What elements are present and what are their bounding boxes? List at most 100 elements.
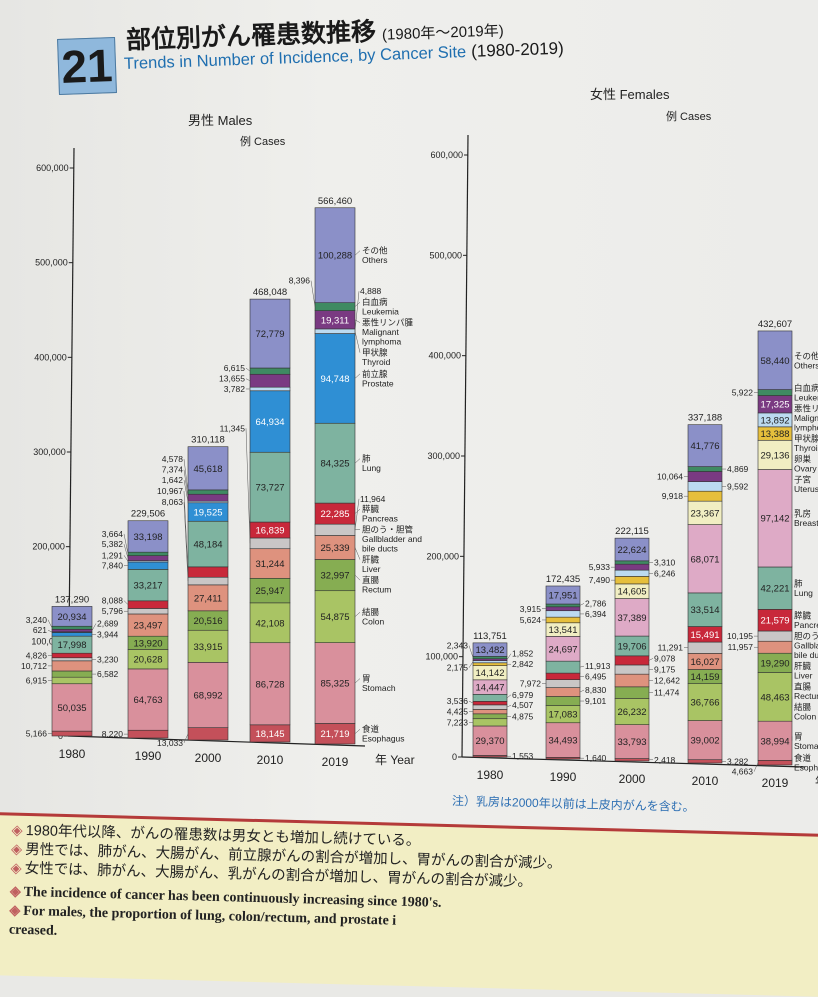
female-bar-segment-pancreas <box>546 673 580 680</box>
female-bar-segment-thyroid <box>615 570 649 576</box>
female-bar-segment-malignant-lymphoma <box>688 471 722 481</box>
male-bar-segment-thyroid <box>250 387 290 391</box>
female-legend-label: Esophagus <box>794 763 818 773</box>
male-legend-leader <box>355 679 360 684</box>
female-data-label: 2,175 <box>447 663 469 673</box>
male-total-label: 310,118 <box>191 435 225 446</box>
female-bar-segment-liver <box>615 674 649 687</box>
female-legend-label: bile ducts <box>794 650 818 660</box>
male-data-label: 7,374 <box>162 465 184 475</box>
data-label-leader <box>469 646 473 658</box>
female-data-label: 4,869 <box>727 464 749 474</box>
data-label-leader <box>48 630 52 632</box>
female-data-label: 7,223 <box>447 717 469 727</box>
female-data-label: 6,246 <box>654 568 676 578</box>
female-legend-label-jp: 肺 <box>794 579 803 589</box>
female-bar-segment-gallbladder-and-bile-ducts <box>473 705 507 710</box>
male-legend-label: Malignant <box>362 327 399 337</box>
male-bar-segment-leukemia <box>52 626 92 629</box>
female-bar-segment-esophagus <box>615 759 649 761</box>
data-label-leader <box>184 734 188 743</box>
female-legend-label: Ovary <box>794 464 817 474</box>
male-bar-segment-leukemia <box>188 490 228 494</box>
female-bar-segment-ovary <box>473 663 507 666</box>
male-legend-label: Gallbladder and <box>362 534 422 544</box>
female-data-label: 33,514 <box>690 605 719 616</box>
female-y-tick-label: 300,000 <box>427 451 460 461</box>
female-total-label: 432,607 <box>758 319 792 330</box>
female-legend-label: Others <box>794 360 818 370</box>
female-data-label: 34,493 <box>548 736 577 747</box>
female-y-tick-label: 400,000 <box>428 351 461 361</box>
female-legend-label-jp: 結腸 <box>794 702 812 712</box>
female-legend-label: Rectum <box>794 691 818 701</box>
male-data-label: 8,088 <box>102 596 124 606</box>
male-data-label: 85,325 <box>320 679 349 690</box>
male-data-label: 2,689 <box>97 619 119 629</box>
male-data-label: 6,915 <box>26 675 48 685</box>
male-x-tick-label: 2000 <box>195 751 222 765</box>
male-bar-segment-pancreas <box>52 653 92 658</box>
female-x-tick-label: 2019 <box>762 776 789 790</box>
male-legend-label-jp: 白血病 <box>362 297 388 307</box>
male-data-label: 10,712 <box>21 661 47 671</box>
female-total-label: 113,751 <box>473 631 507 642</box>
female-y-tick-label: 0 <box>452 752 457 762</box>
male-data-label: 45,618 <box>193 464 222 475</box>
male-data-label: 7,840 <box>102 561 124 571</box>
female-data-label: 16,027 <box>690 657 719 668</box>
female-bar-segment-malignant-lymphoma <box>546 607 580 611</box>
female-data-label: 17,083 <box>548 710 577 721</box>
male-data-label: 54,875 <box>320 612 349 623</box>
data-label-leader <box>580 666 584 667</box>
male-bar-segment-esophagus <box>52 731 92 736</box>
male-data-label: 42,108 <box>255 618 284 629</box>
female-bar-segment-thyroid <box>688 482 722 492</box>
data-label-leader <box>124 601 128 605</box>
female-bar-segment-gallbladder-and-bile-ducts <box>758 631 792 641</box>
female-legend-label: Colon <box>794 712 816 722</box>
male-legend-label: Esophagus <box>362 734 405 744</box>
female-legend-label: lymphoma <box>794 423 818 433</box>
male-data-label: 50,035 <box>57 703 86 714</box>
male-bar-segment-gallbladder-and-bile-ducts <box>128 608 168 613</box>
female-bar-segment-esophagus <box>758 760 792 765</box>
male-data-label: 4,578 <box>162 454 184 464</box>
female-bar-segment-leukemia <box>473 656 507 658</box>
female-data-label: 9,101 <box>585 696 607 706</box>
female-y-tick-label: 200,000 <box>426 551 459 561</box>
male-legend-label: bile ducts <box>362 544 398 554</box>
female-bar-segment-leukemia <box>546 604 580 607</box>
female-data-label: 11,957 <box>728 642 754 652</box>
male-bar-segment-pancreas <box>188 567 228 577</box>
male-data-label: 1,642 <box>162 475 184 485</box>
male-data-label: 6,615 <box>224 363 246 373</box>
male-legend-leader <box>355 575 360 580</box>
male-legend-leader <box>355 251 360 256</box>
female-data-label: 7,490 <box>589 575 611 585</box>
female-legend-label-jp: 悪性リンパ腫 <box>794 404 818 414</box>
male-bar-segment-leukemia <box>250 368 290 374</box>
male-legend-label: Lung <box>362 463 381 473</box>
male-data-label: 3,782 <box>224 384 246 394</box>
male-legend-leader <box>355 374 360 379</box>
data-label-leader <box>580 603 584 605</box>
male-data-label: 16,839 <box>255 526 284 537</box>
female-data-label: 9,175 <box>654 665 676 675</box>
male-legend-label-jp: 食道 <box>362 724 380 734</box>
female-legend-label-jp: 卵巣 <box>794 454 812 464</box>
page: 21 部位別がん罹患数推移(1980年〜2019年) Trends in Num… <box>0 0 818 946</box>
data-label-leader <box>754 763 758 772</box>
male-data-label: 1,291 <box>102 550 124 560</box>
female-data-label: 14,447 <box>475 683 504 694</box>
female-data-label: 3,915 <box>520 604 542 614</box>
male-bar-segment-gallbladder-and-bile-ducts <box>250 538 290 549</box>
male-data-label: 48,184 <box>193 540 222 551</box>
female-data-label: 42,221 <box>760 584 789 595</box>
male-data-label: 13,920 <box>133 638 162 649</box>
female-data-label: 10,195 <box>727 631 753 641</box>
male-data-label: 13,655 <box>219 374 245 384</box>
male-total-label: 137,290 <box>55 594 89 605</box>
female-data-label: 14,142 <box>475 668 504 679</box>
data-label-leader <box>507 705 511 707</box>
